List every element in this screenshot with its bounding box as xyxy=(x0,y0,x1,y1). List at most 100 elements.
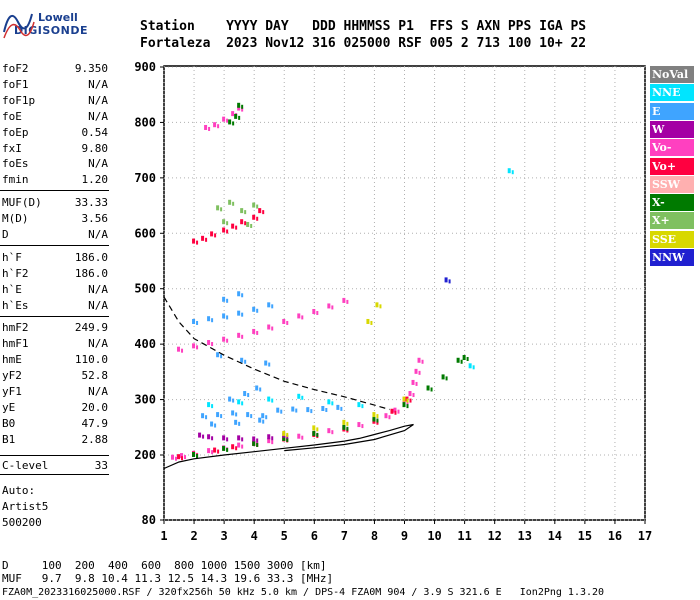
logo-lowell: Lowell xyxy=(38,11,78,24)
data-point xyxy=(226,338,229,343)
data-point xyxy=(204,124,208,130)
data-point xyxy=(406,404,409,409)
data-point xyxy=(208,126,211,131)
data-point xyxy=(282,318,286,324)
data-point xyxy=(252,306,256,312)
x-tick-label: 1 xyxy=(160,529,167,543)
data-point xyxy=(241,104,244,109)
param-name: foEs xyxy=(2,157,29,170)
data-point xyxy=(201,235,205,241)
data-point xyxy=(241,437,244,442)
data-point xyxy=(256,216,259,221)
param-row: B1 2.88 xyxy=(2,433,108,448)
param-row: MUF(D) 33.33 xyxy=(2,196,108,211)
legend-item: Vo- xyxy=(650,139,694,157)
data-point xyxy=(370,320,373,325)
data-point xyxy=(214,423,217,428)
data-point xyxy=(243,391,247,397)
param-value: 2.88 xyxy=(81,433,109,446)
data-point xyxy=(406,401,409,406)
data-point xyxy=(468,363,472,369)
data-point xyxy=(226,221,229,226)
data-point xyxy=(241,334,244,339)
data-point xyxy=(256,438,259,443)
param-row: h`F2 186.0 xyxy=(2,267,108,282)
param-row: yE 20.0 xyxy=(2,401,108,416)
y-tick-label: 400 xyxy=(134,337,156,351)
data-point xyxy=(241,401,244,406)
data-point xyxy=(250,223,253,228)
data-point xyxy=(211,404,214,409)
data-point xyxy=(325,407,328,412)
data-point xyxy=(228,199,232,205)
data-point xyxy=(211,450,214,455)
data-point xyxy=(256,308,259,313)
param-name: foF1 xyxy=(2,78,29,91)
profile-curve xyxy=(163,423,414,470)
param-name: foF1p xyxy=(2,94,36,107)
data-point xyxy=(342,424,346,430)
data-point xyxy=(372,416,376,422)
logo-wave-icon xyxy=(3,13,35,39)
param-row: hmE 110.0 xyxy=(2,353,108,368)
param-name: B1 xyxy=(2,433,16,446)
data-point xyxy=(310,409,313,414)
data-point xyxy=(228,119,232,125)
artist-label: Artist5 xyxy=(2,500,49,513)
data-point xyxy=(226,447,229,452)
data-point xyxy=(316,310,319,315)
data-point xyxy=(376,418,379,423)
data-point xyxy=(196,320,199,325)
legend-item: NNW xyxy=(650,249,694,266)
data-point xyxy=(177,346,181,352)
muf-curve xyxy=(163,296,390,411)
data-point xyxy=(184,455,187,460)
data-point xyxy=(237,310,241,316)
data-point xyxy=(205,237,208,242)
data-point xyxy=(372,412,376,418)
data-point xyxy=(237,105,241,111)
data-point xyxy=(222,313,226,319)
data-point xyxy=(222,116,226,122)
data-point xyxy=(196,454,199,458)
ionogram-chart: 1 2 3 4 5 6 7 8 9 10 11 12 13 14 15 16 17802003004005006… xyxy=(134,60,652,543)
param-name: fmin xyxy=(2,173,29,186)
data-point xyxy=(384,413,388,419)
data-point xyxy=(291,406,295,412)
data-point xyxy=(286,437,289,442)
param-row: foF1p N/A xyxy=(2,94,108,109)
x-tick-label: 11 xyxy=(457,529,471,543)
param-value: 1.20 xyxy=(81,173,109,186)
param-name: hmF1 xyxy=(2,337,29,350)
param-row: h`F 186.0 xyxy=(2,251,108,266)
data-point xyxy=(312,308,316,314)
data-point xyxy=(441,374,445,380)
param-name: foE xyxy=(2,110,22,123)
data-point xyxy=(211,436,214,441)
param-name: M(D) xyxy=(2,212,29,225)
data-point xyxy=(418,370,421,375)
data-point xyxy=(196,345,199,350)
param-row: hmF2 249.9 xyxy=(2,321,108,336)
data-point xyxy=(256,330,259,335)
param-name: h`Es xyxy=(2,299,29,312)
data-point xyxy=(181,456,184,461)
data-point xyxy=(235,412,238,417)
data-point xyxy=(430,387,433,392)
data-point xyxy=(388,415,391,420)
data-point xyxy=(507,168,511,174)
data-point xyxy=(472,365,475,370)
y-tick-label: 500 xyxy=(134,282,156,296)
data-point xyxy=(213,447,217,453)
data-point xyxy=(426,385,430,391)
param-name: hmF2 xyxy=(2,321,29,334)
param-divider xyxy=(0,474,109,475)
legend-item: Vo+ xyxy=(650,157,694,175)
data-point xyxy=(340,406,343,411)
data-point xyxy=(376,420,379,425)
data-point xyxy=(261,413,265,419)
data-point xyxy=(207,340,211,346)
param-name: yF1 xyxy=(2,385,22,398)
x-tick-label: 10 xyxy=(427,529,441,543)
x-tick-label: 2 xyxy=(190,529,197,543)
